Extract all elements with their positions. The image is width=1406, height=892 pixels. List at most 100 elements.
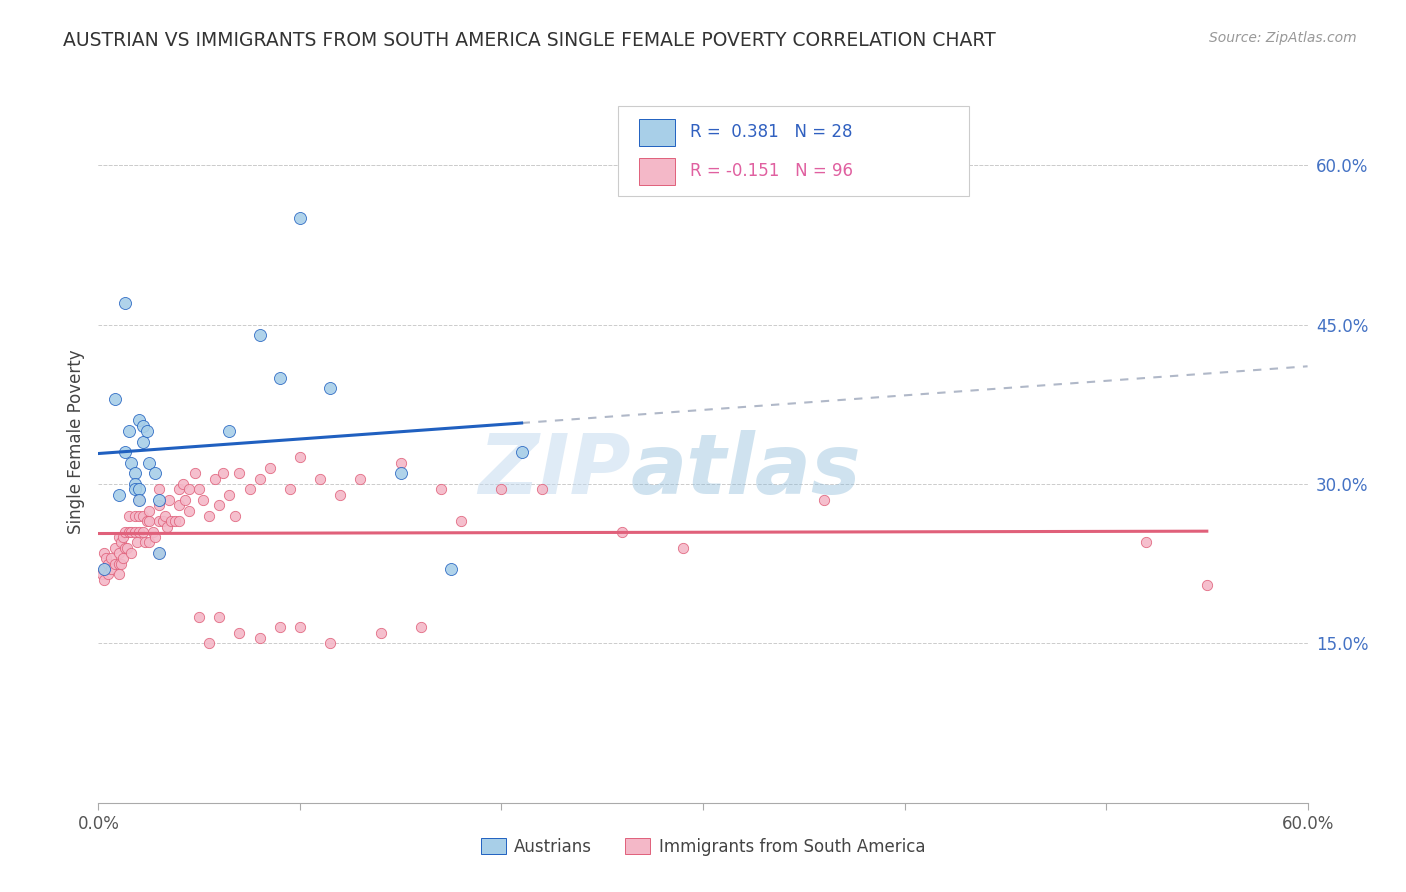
Point (278, 483, 301, 497)
Point (107, 546, 129, 560)
Point (1195, 578, 1218, 592)
Point (160, 514, 183, 528)
Point (93, 562, 115, 576)
Bar (638, 120, 675, 145)
Point (167, 514, 190, 528)
Point (208, 610, 231, 624)
Point (135, 514, 157, 528)
Point (128, 413, 150, 427)
Point (124, 483, 146, 497)
Point (530, 483, 553, 497)
Point (142, 524, 165, 539)
Point (107, 557, 129, 571)
Point (218, 424, 240, 438)
Point (179, 503, 201, 517)
Point (288, 450, 311, 465)
Point (218, 488, 240, 502)
Bar (638, 158, 675, 185)
Point (813, 493, 835, 508)
Point (138, 514, 160, 528)
Point (138, 503, 160, 517)
Point (228, 467, 250, 481)
Point (118, 524, 141, 539)
Point (440, 562, 463, 576)
Point (249, 472, 271, 486)
Point (309, 472, 332, 486)
Point (167, 498, 190, 512)
Point (114, 524, 136, 539)
Point (148, 546, 170, 560)
Point (128, 508, 150, 523)
Point (148, 498, 170, 512)
Point (370, 625, 392, 640)
Point (132, 524, 155, 539)
Point (120, 546, 142, 560)
Point (224, 508, 246, 523)
Point (239, 483, 262, 497)
Point (167, 483, 190, 497)
Point (193, 493, 215, 508)
Point (100, 562, 122, 576)
Point (107, 567, 129, 582)
Point (204, 472, 226, 486)
Point (450, 514, 472, 528)
Point (97, 567, 120, 582)
Point (115, 541, 138, 555)
Point (143, 467, 166, 481)
Point (124, 508, 146, 523)
Point (212, 467, 235, 481)
Point (138, 456, 160, 470)
Point (198, 636, 221, 650)
Point (111, 551, 134, 566)
Point (128, 493, 150, 508)
Point (143, 530, 166, 544)
Point (179, 483, 201, 497)
Point (93, 562, 115, 576)
Point (288, 620, 311, 634)
Point (208, 498, 231, 512)
Text: Source: ZipAtlas.com: Source: ZipAtlas.com (1209, 31, 1357, 45)
Point (148, 483, 170, 497)
Point (198, 508, 221, 523)
Point (132, 434, 155, 449)
Point (148, 493, 170, 508)
Point (124, 524, 146, 539)
Point (319, 636, 342, 650)
Text: atlas: atlas (630, 430, 860, 511)
Point (153, 508, 176, 523)
Point (163, 514, 186, 528)
Point (124, 477, 146, 491)
Point (110, 535, 132, 549)
Point (152, 514, 174, 528)
Text: R =  0.381   N = 28: R = 0.381 N = 28 (690, 123, 852, 142)
Point (269, 620, 291, 634)
Point (138, 535, 160, 549)
Point (672, 541, 695, 555)
Point (103, 541, 125, 555)
Point (249, 631, 271, 645)
Point (188, 610, 211, 624)
Point (128, 483, 150, 497)
Legend: Austrians, Immigrants from South America: Austrians, Immigrants from South America (481, 838, 925, 856)
Point (612, 524, 634, 539)
Point (510, 445, 533, 459)
Point (329, 488, 352, 502)
Point (157, 493, 180, 508)
Point (409, 620, 432, 634)
Point (249, 328, 271, 343)
Point (184, 467, 207, 481)
Point (389, 467, 412, 481)
Point (132, 418, 155, 433)
Point (97, 557, 120, 571)
Point (134, 535, 156, 549)
Point (91, 567, 114, 582)
Point (174, 493, 197, 508)
Point (269, 371, 291, 385)
Point (111, 530, 134, 544)
Point (118, 508, 141, 523)
Point (228, 625, 250, 640)
Point (107, 530, 129, 544)
Text: ZIP: ZIP (478, 430, 630, 511)
Point (103, 392, 125, 406)
Point (259, 461, 281, 475)
